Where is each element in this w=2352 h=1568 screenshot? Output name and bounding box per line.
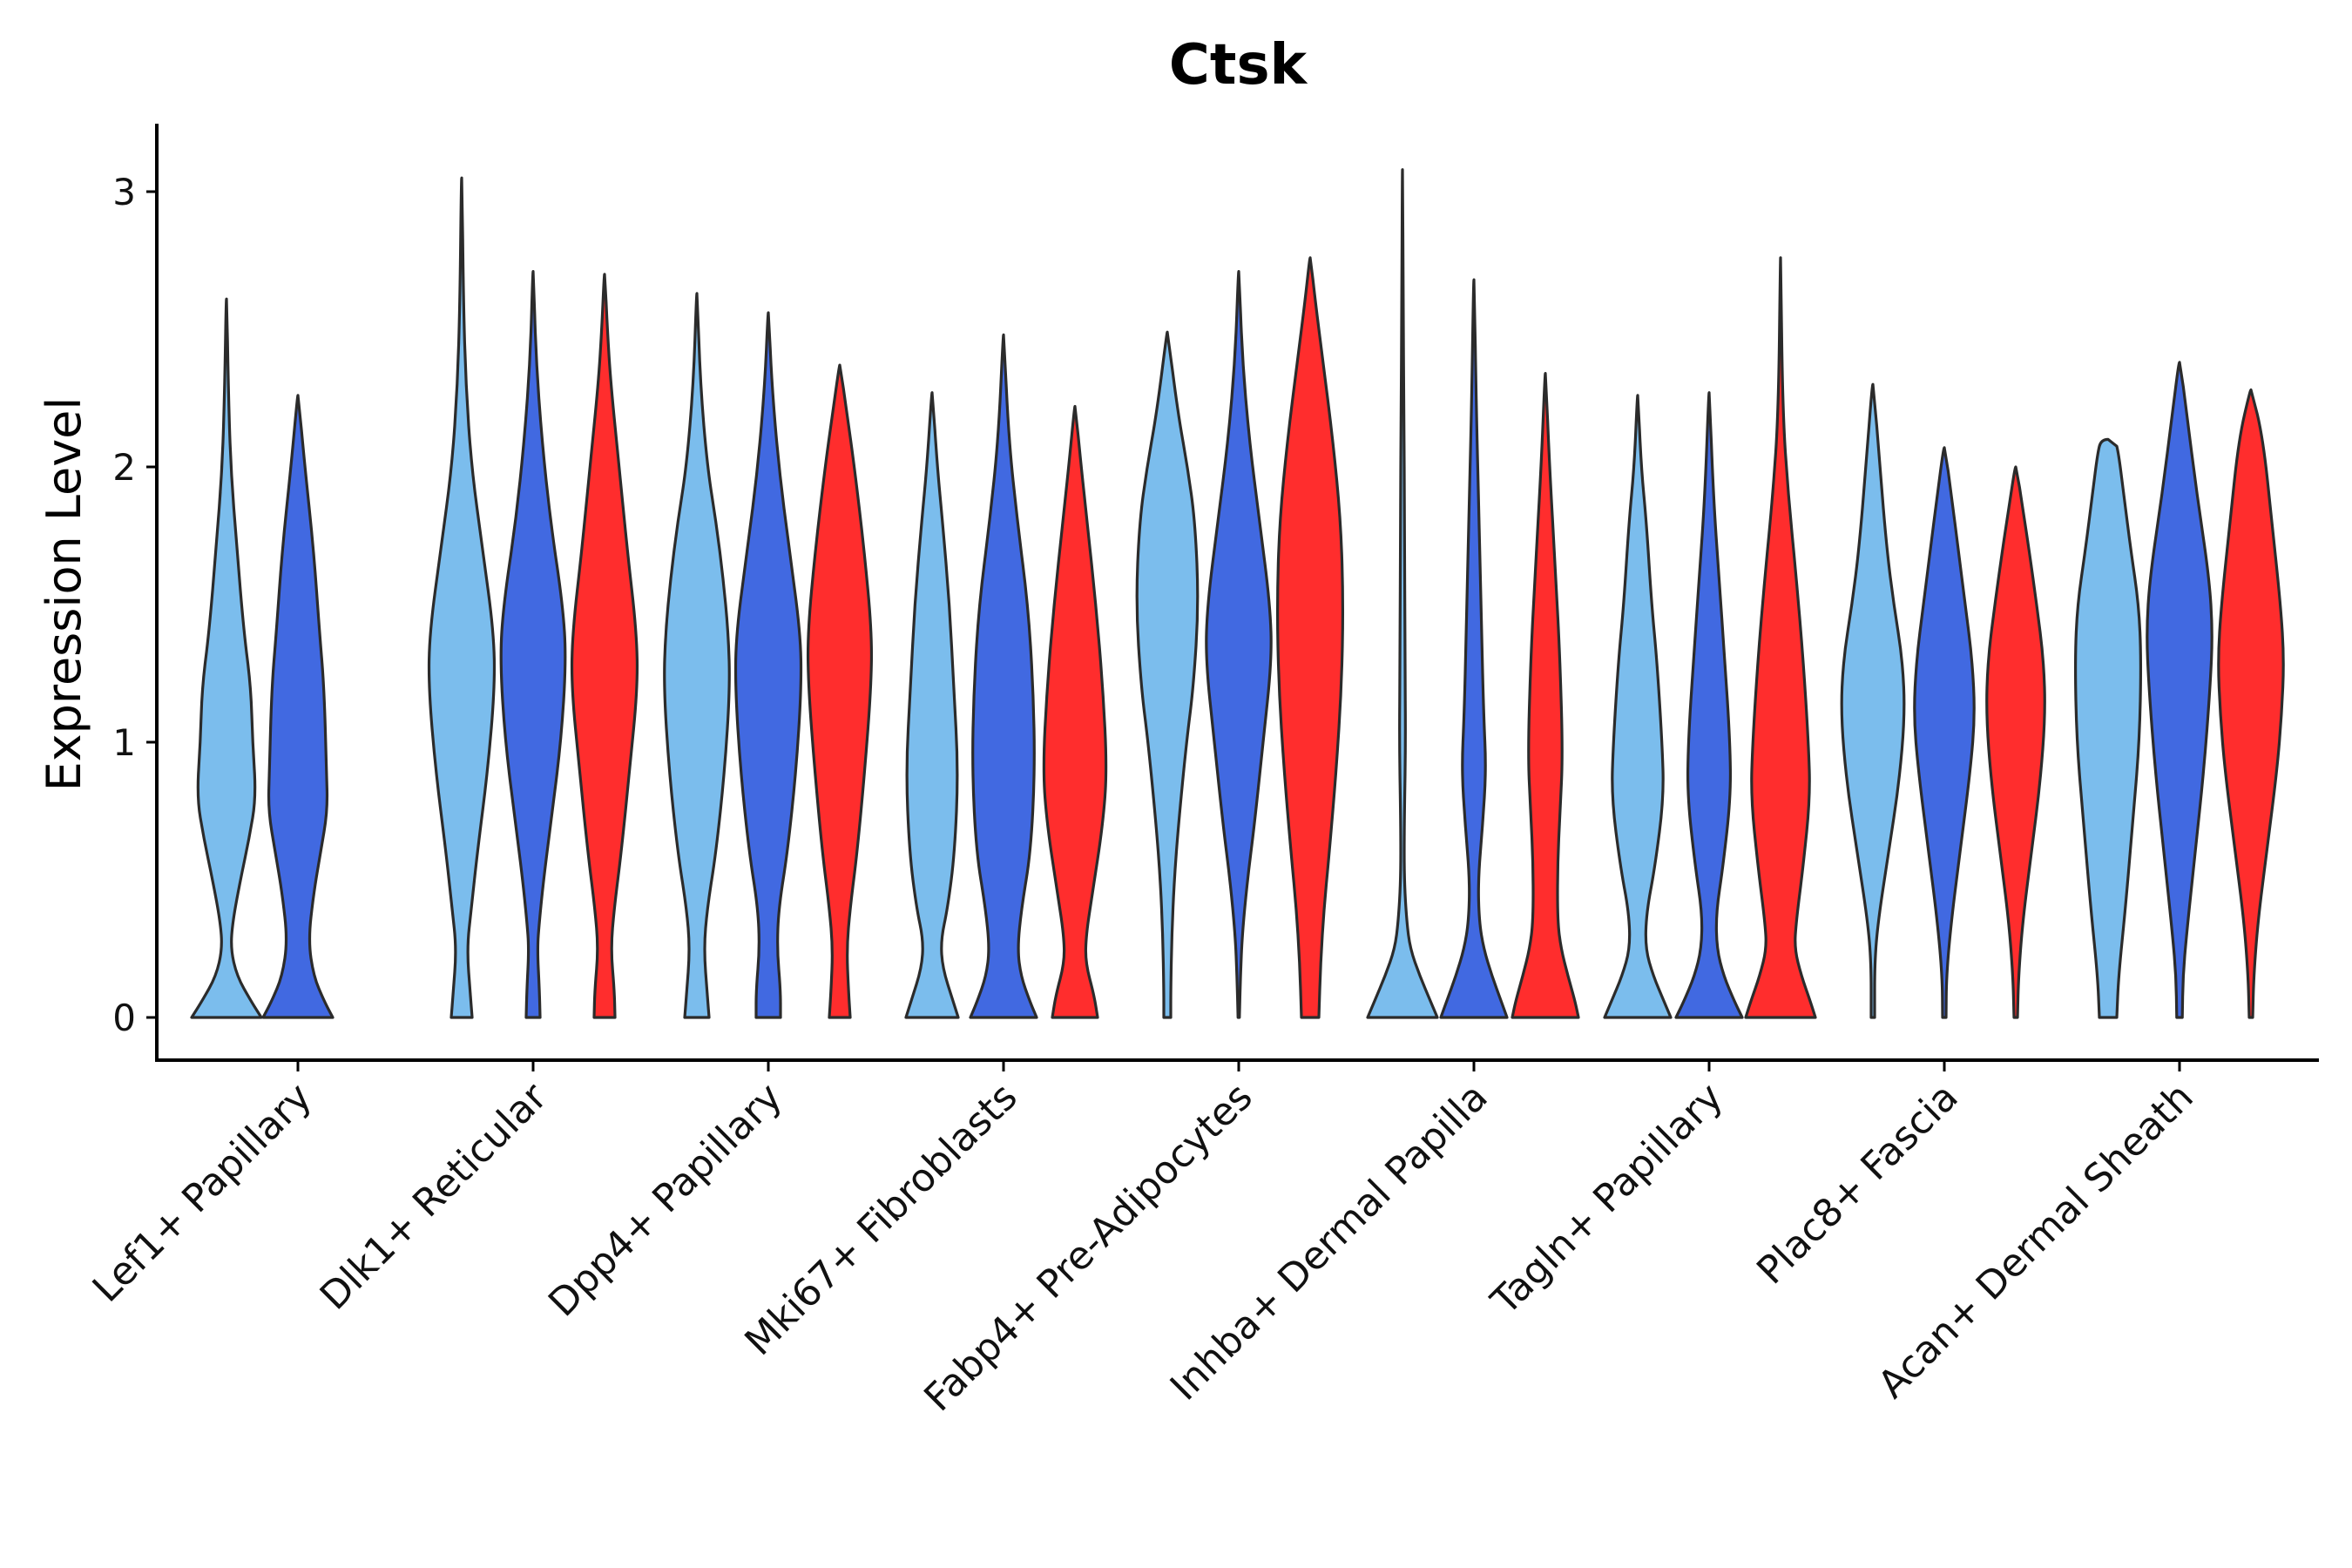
category-label: Lef1+ Papillary bbox=[84, 1075, 321, 1311]
category-label: Dpp4+ Papillary bbox=[540, 1075, 791, 1326]
category-label: Dlk1+ Reticular bbox=[312, 1074, 557, 1319]
chart-title: Ctsk bbox=[1169, 33, 1308, 98]
y-ticks: 0 1 2 3 bbox=[112, 171, 157, 1039]
violin-group1-0 bbox=[190, 297, 263, 1019]
violin-group3-4 bbox=[1275, 256, 1345, 1019]
violin-group1-3 bbox=[904, 391, 960, 1019]
y-tick-label: 0 bbox=[112, 997, 136, 1039]
violin-group1-4 bbox=[1135, 330, 1200, 1019]
y-tick-label: 1 bbox=[112, 721, 136, 764]
violin-group2-1 bbox=[499, 270, 567, 1019]
violin-group2-4 bbox=[1205, 270, 1273, 1019]
violin-group1-5 bbox=[1366, 168, 1439, 1019]
violin-group3-6 bbox=[1744, 256, 1817, 1019]
violin-group3-2 bbox=[806, 363, 874, 1019]
violin-group3-5 bbox=[1511, 372, 1580, 1019]
violin-group1-7 bbox=[1840, 382, 1906, 1019]
y-axis-label: Expression Level bbox=[37, 397, 91, 792]
violin-group3-1 bbox=[570, 273, 639, 1019]
violin-group1-6 bbox=[1603, 394, 1673, 1019]
violin-group3-3 bbox=[1042, 404, 1108, 1019]
violin-group bbox=[190, 168, 2285, 1019]
violin-group2-0 bbox=[261, 394, 335, 1019]
violin-group1-2 bbox=[663, 292, 731, 1019]
violin-group2-8 bbox=[2146, 361, 2213, 1019]
violin-group1-8 bbox=[2073, 437, 2143, 1019]
violin-group2-2 bbox=[733, 311, 803, 1019]
violin-group2-5 bbox=[1439, 278, 1509, 1019]
category-label: Tagln+ Papillary bbox=[1483, 1075, 1732, 1324]
violin-group3-8 bbox=[2217, 388, 2285, 1019]
violin-group2-6 bbox=[1674, 391, 1744, 1019]
violin-group2-3 bbox=[969, 333, 1038, 1019]
y-tick-label: 2 bbox=[112, 446, 136, 489]
violin-group1-1 bbox=[427, 176, 497, 1019]
violin-group2-7 bbox=[1913, 446, 1976, 1019]
violin-group3-7 bbox=[1985, 465, 2046, 1019]
y-tick-label: 3 bbox=[112, 171, 136, 213]
category-label: Plac8+ Fascia bbox=[1748, 1075, 1967, 1294]
axes bbox=[155, 124, 2319, 1062]
